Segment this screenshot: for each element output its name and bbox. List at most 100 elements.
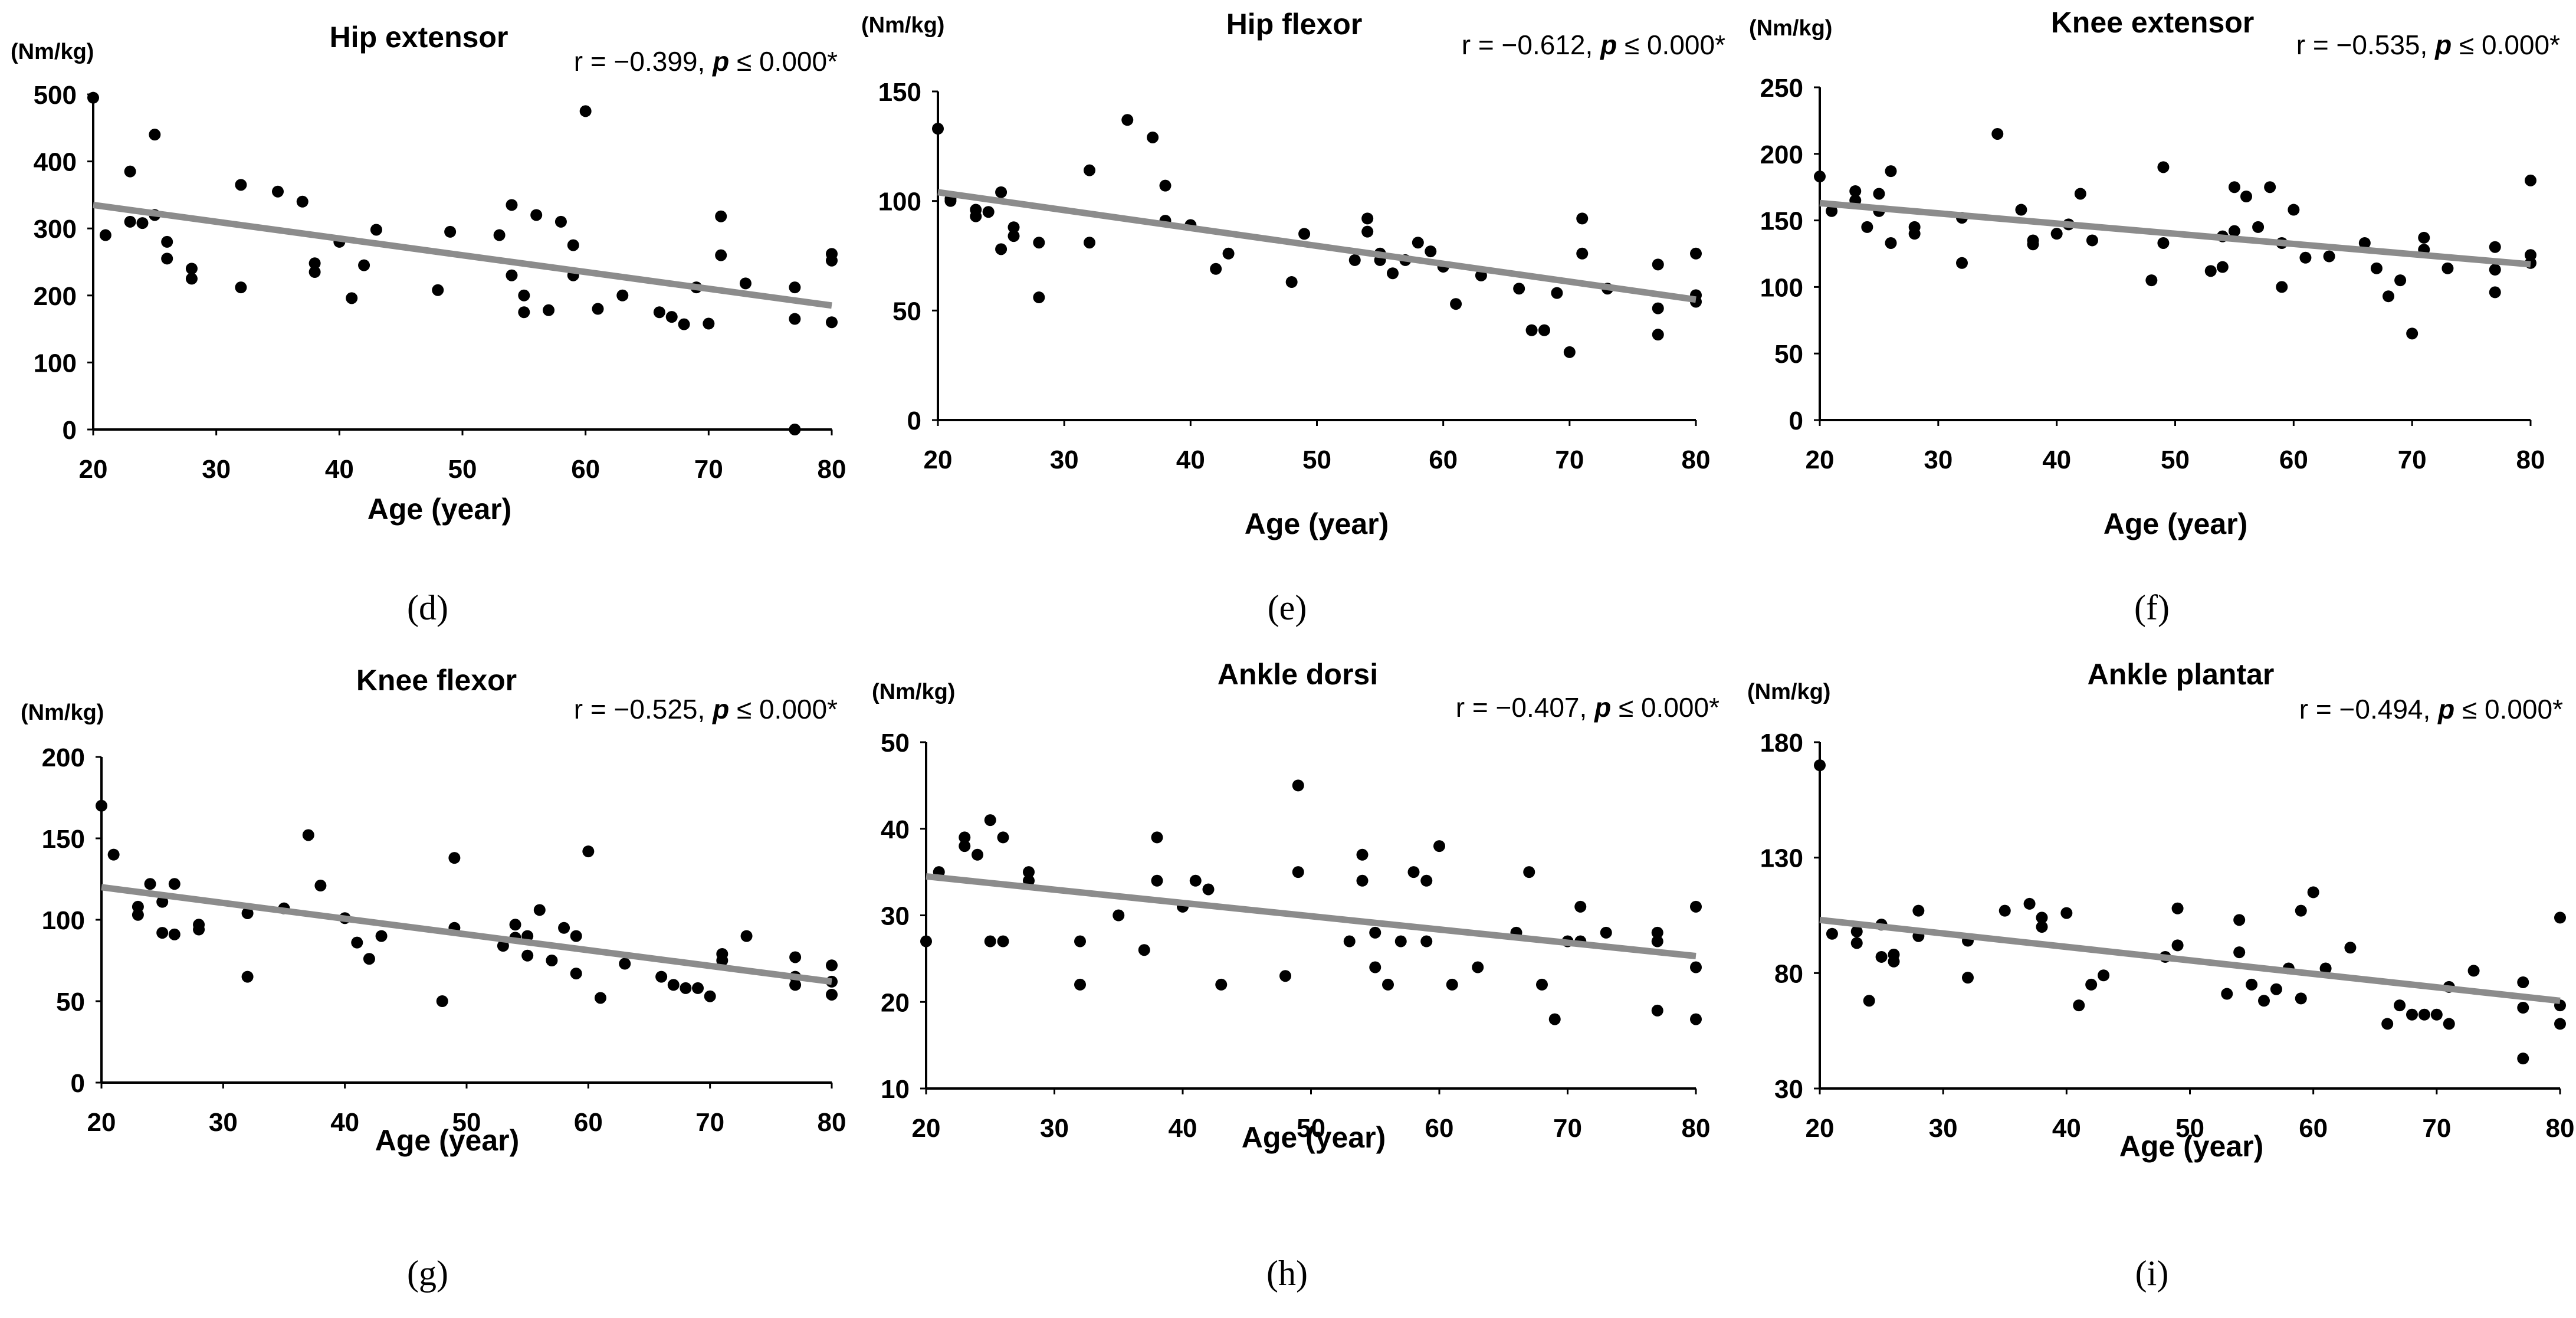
data-point bbox=[667, 979, 680, 991]
x-tick-label: 60 bbox=[1429, 445, 1458, 474]
trend-line bbox=[93, 201, 832, 309]
x-tick-label: 50 bbox=[1297, 1114, 1325, 1143]
chart-title: Hip extensor bbox=[330, 21, 508, 54]
x-tick-label: 30 bbox=[1040, 1114, 1069, 1143]
x-tick-label: 40 bbox=[1169, 1114, 1197, 1143]
data-point bbox=[241, 971, 254, 983]
x-axis-label: Age (year) bbox=[2119, 1130, 2264, 1163]
data-point bbox=[2240, 190, 2252, 202]
data-point bbox=[185, 273, 198, 285]
x-tick-label: 20 bbox=[912, 1114, 941, 1143]
data-point bbox=[1369, 961, 1381, 973]
data-point bbox=[2307, 886, 2319, 899]
data-point bbox=[2145, 274, 2158, 287]
x-tick-label: 70 bbox=[1553, 1114, 1582, 1143]
data-point bbox=[1875, 950, 1888, 963]
data-point bbox=[1151, 831, 1163, 844]
data-point bbox=[375, 930, 388, 942]
chart-title: Ankle plantar bbox=[2088, 658, 2275, 691]
data-point bbox=[2517, 1053, 2529, 1065]
data-point bbox=[1850, 937, 1863, 949]
x-axis-label: Age (year) bbox=[2104, 507, 2248, 540]
data-point bbox=[132, 900, 144, 913]
data-point bbox=[363, 953, 375, 965]
correlation-p-value: ≤ 0.000* bbox=[729, 694, 838, 724]
data-point bbox=[2554, 912, 2566, 924]
data-point bbox=[1420, 874, 1433, 887]
data-point bbox=[1279, 970, 1291, 982]
data-point bbox=[149, 129, 161, 141]
data-point bbox=[1652, 329, 1664, 341]
y-tick-label: 50 bbox=[892, 297, 921, 326]
data-point bbox=[358, 259, 370, 271]
y-tick-label: 80 bbox=[1774, 959, 1803, 988]
data-point bbox=[1912, 904, 1925, 917]
x-tick-label: 70 bbox=[694, 455, 723, 484]
data-point bbox=[1356, 848, 1369, 861]
chart-title: Knee flexor bbox=[356, 664, 517, 697]
data-point bbox=[2418, 231, 2430, 244]
data-point bbox=[655, 971, 668, 983]
data-point bbox=[997, 935, 1009, 947]
data-point bbox=[1849, 185, 1862, 197]
data-point bbox=[1446, 978, 1458, 991]
y-tick-label: 400 bbox=[34, 148, 77, 177]
y-axis-label: (Nm/kg) bbox=[861, 13, 944, 38]
x-tick-label: 60 bbox=[2299, 1114, 2328, 1143]
data-point bbox=[1885, 165, 1897, 178]
data-point bbox=[1433, 840, 1445, 853]
data-point bbox=[161, 253, 173, 265]
x-tick-label: 60 bbox=[574, 1108, 603, 1137]
y-tick-label: 0 bbox=[1789, 406, 1803, 435]
correlation-r: r = −0.525, bbox=[574, 694, 713, 724]
correlation-annotation: r = −0.535, p ≤ 0.000* bbox=[2296, 29, 2560, 60]
x-tick-label: 20 bbox=[924, 445, 953, 474]
chart-panel-d: 0 100 200 300 400 500 20 30 40 50 60 70 80 Hip extens… bbox=[11, 21, 846, 627]
data-point bbox=[1908, 228, 1921, 240]
data-point bbox=[309, 266, 321, 278]
data-point bbox=[96, 799, 107, 812]
data-point bbox=[1356, 874, 1369, 887]
data-point bbox=[2098, 969, 2110, 982]
data-point bbox=[2430, 1008, 2443, 1021]
data-point bbox=[351, 936, 363, 949]
data-point bbox=[2270, 983, 2282, 995]
data-point bbox=[826, 254, 838, 267]
data-point bbox=[579, 105, 592, 117]
panel-caption: (i) bbox=[2135, 1254, 2169, 1293]
correlation-annotation: r = −0.399, p ≤ 0.000* bbox=[574, 46, 838, 77]
y-tick-label: 20 bbox=[881, 988, 910, 1017]
x-tick-label: 20 bbox=[1806, 1114, 1835, 1143]
data-point bbox=[2381, 1018, 2394, 1030]
data-point bbox=[2228, 181, 2240, 194]
data-point bbox=[235, 179, 247, 191]
x-tick-label: 80 bbox=[2546, 1114, 2575, 1143]
data-point bbox=[715, 249, 727, 261]
data-point bbox=[1343, 935, 1356, 947]
y-axis-label: (Nm/kg) bbox=[872, 680, 955, 704]
data-point bbox=[185, 263, 198, 275]
data-point bbox=[2295, 904, 2307, 917]
data-point bbox=[1215, 978, 1228, 991]
data-point bbox=[2467, 965, 2480, 977]
panel-caption: (h) bbox=[1266, 1254, 1308, 1293]
data-point bbox=[1690, 247, 1702, 260]
data-point bbox=[1407, 866, 1420, 878]
data-point bbox=[444, 225, 457, 238]
data-point bbox=[678, 318, 690, 330]
y-tick-label: 150 bbox=[878, 78, 921, 107]
data-point bbox=[2258, 995, 2270, 1007]
data-point bbox=[2204, 265, 2217, 277]
data-point bbox=[156, 927, 169, 939]
data-point bbox=[1991, 127, 2004, 140]
data-point bbox=[789, 281, 801, 294]
data-point bbox=[1394, 935, 1407, 947]
data-point bbox=[546, 955, 558, 966]
data-point bbox=[1956, 257, 1968, 269]
data-point bbox=[506, 269, 518, 281]
y-axis-label: (Nm/kg) bbox=[21, 700, 104, 725]
y-tick-label: 500 bbox=[34, 81, 77, 110]
data-point bbox=[995, 243, 1008, 255]
x-tick-label: 30 bbox=[202, 455, 231, 484]
y-tick-label: 0 bbox=[907, 406, 921, 435]
